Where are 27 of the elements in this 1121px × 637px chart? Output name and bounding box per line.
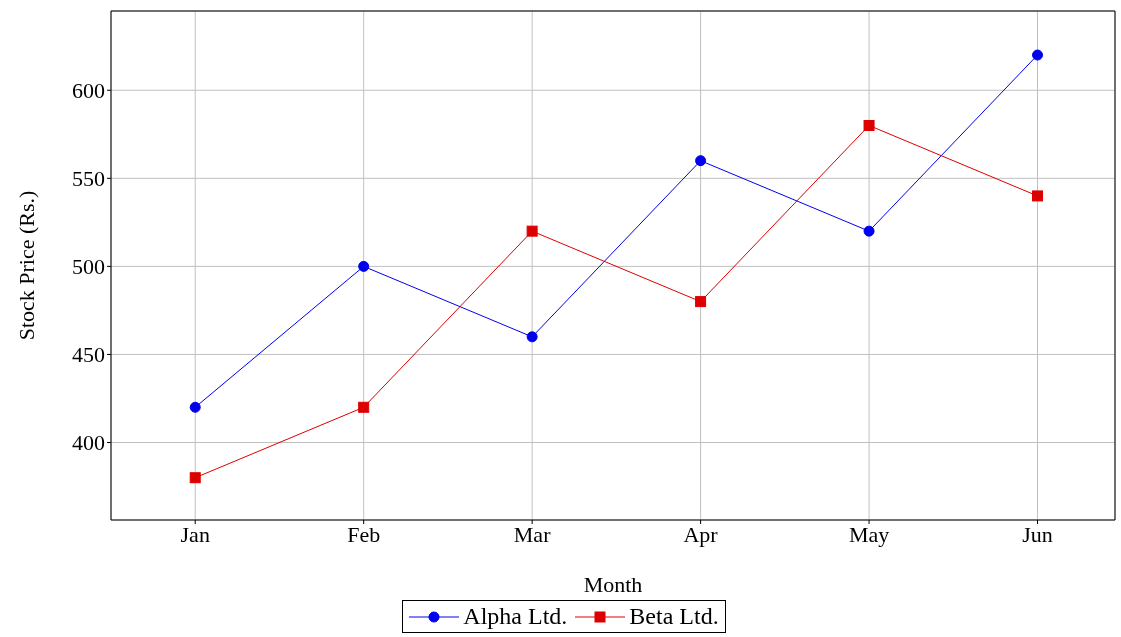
point (863, 119, 875, 131)
x-tick-label: May (848, 521, 890, 547)
point (358, 401, 370, 413)
point (695, 296, 707, 308)
y-tick-label: 450 (72, 342, 105, 368)
x-tick-label: Mar (513, 521, 552, 547)
point (695, 155, 707, 167)
x-tick-label: Feb (347, 521, 381, 547)
point (863, 225, 875, 237)
y-axis-title: Stock Price (Rs.) (13, 190, 39, 341)
point (526, 331, 538, 343)
y-tick-label: 600 (72, 78, 105, 104)
legend-label: Beta Ltd. (628, 603, 719, 630)
legend-label: Alpha Ltd. (462, 603, 568, 630)
y-tick-label: 550 (72, 166, 105, 192)
point (1032, 190, 1044, 202)
y-tick-label: 500 (72, 254, 105, 280)
point (358, 260, 370, 272)
x-axis-title: Month (583, 572, 643, 597)
y-tick-label: 400 (72, 430, 105, 456)
point (189, 472, 201, 484)
point (1032, 49, 1044, 61)
point (526, 225, 538, 237)
x-tick-label: Jan (180, 521, 210, 547)
x-tick-label: Jun (1022, 521, 1053, 547)
point (189, 401, 201, 413)
x-tick-label: Apr (683, 521, 719, 547)
